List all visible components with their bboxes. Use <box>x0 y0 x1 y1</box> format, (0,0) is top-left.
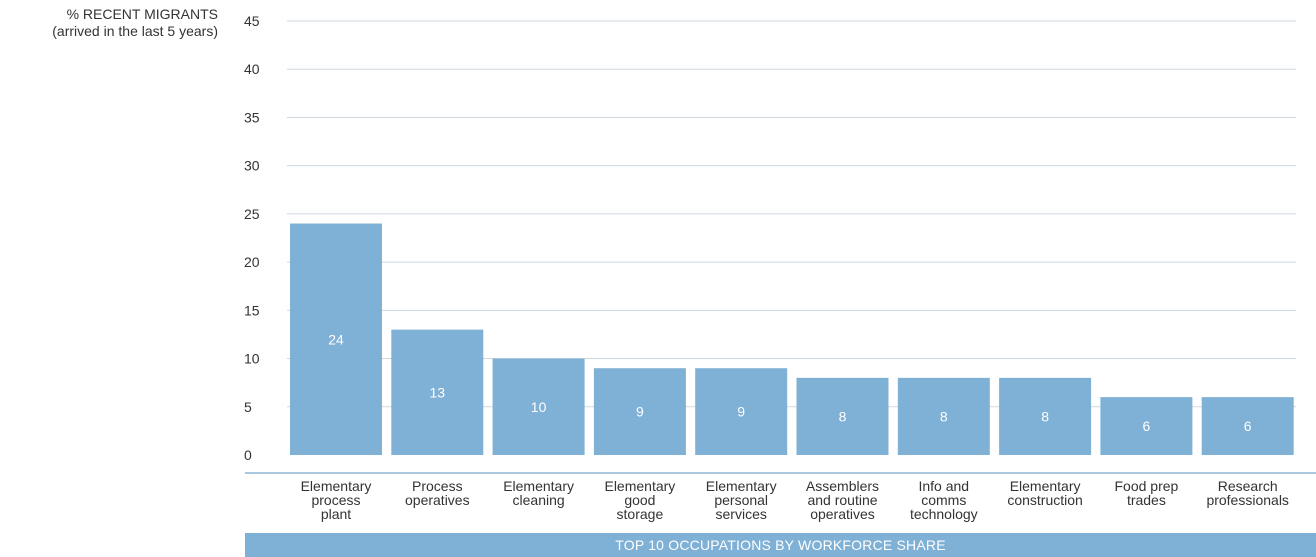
bar <box>695 368 788 455</box>
bar-value-label: 24 <box>328 331 344 347</box>
bar <box>492 358 585 455</box>
x-tick-label: Elementary cleaning <box>503 478 574 508</box>
y-tick-label: 15 <box>244 302 260 318</box>
y-tick-label: 25 <box>244 206 260 222</box>
y-tick-label: 40 <box>244 61 260 77</box>
y-tick-label: 10 <box>244 351 260 367</box>
y-axis-ticks: 0 5 10 15 20 25 30 35 40 45 <box>244 13 260 463</box>
y-tick-label: 35 <box>244 109 260 125</box>
bar-value-label: 6 <box>1143 418 1151 434</box>
bar <box>796 377 889 455</box>
bar-value-label: 9 <box>737 404 745 420</box>
y-axis-title-main: % RECENT MIGRANTS <box>66 6 218 22</box>
bar <box>593 368 686 455</box>
bar-value-label: 8 <box>839 408 847 424</box>
bars: 24 13 10 9 9 8 8 8 6 6 <box>290 223 1294 455</box>
x-tick-label: Info and comms technology <box>910 478 978 522</box>
y-axis-title-sub: (arrived in the last 5 years) <box>52 23 218 39</box>
bar-value-label: 9 <box>636 404 644 420</box>
y-tick-label: 45 <box>244 13 260 29</box>
y-tick-label: 20 <box>244 254 260 270</box>
y-tick-label: 30 <box>244 158 260 174</box>
bar-value-label: 10 <box>531 399 547 415</box>
bar-value-label: 8 <box>1041 408 1049 424</box>
bar-value-label: 8 <box>940 408 948 424</box>
x-tick-label: Elementary personal services <box>706 478 777 522</box>
bar <box>391 329 484 455</box>
bar <box>897 377 990 455</box>
x-axis-title-bar: TOP 10 OCCUPATIONS BY WORKFORCE SHARE <box>245 533 1316 557</box>
x-tick-label: Elementary construction <box>1007 478 1082 508</box>
x-tick-label: Research professionals <box>1206 478 1289 508</box>
bar <box>290 223 382 455</box>
x-tick-label: Elementary process plant <box>301 478 372 522</box>
x-tick-label: Food prep trades <box>1114 478 1178 508</box>
bar <box>1100 397 1193 455</box>
bar-value-label: 13 <box>430 384 446 400</box>
y-tick-label: 5 <box>244 399 252 415</box>
x-tick-label: Assemblers and routine operatives <box>806 478 879 522</box>
bar-chart: 0 5 10 15 20 25 30 35 40 45 24 13 10 9 9 8 8 8 6 6 Element… <box>244 13 1316 522</box>
y-axis-title: % RECENT MIGRANTS (arrived in the last 5… <box>0 6 218 40</box>
x-axis-labels: Elementary process plant Process operatives E… <box>301 478 1289 522</box>
x-tick-label: Elementary good storage <box>604 478 675 522</box>
bar-value-label: 6 <box>1244 418 1252 434</box>
bar <box>1201 397 1294 455</box>
bar <box>999 377 1092 455</box>
x-tick-label: Process operatives <box>405 478 470 508</box>
y-tick-label: 0 <box>244 447 252 463</box>
